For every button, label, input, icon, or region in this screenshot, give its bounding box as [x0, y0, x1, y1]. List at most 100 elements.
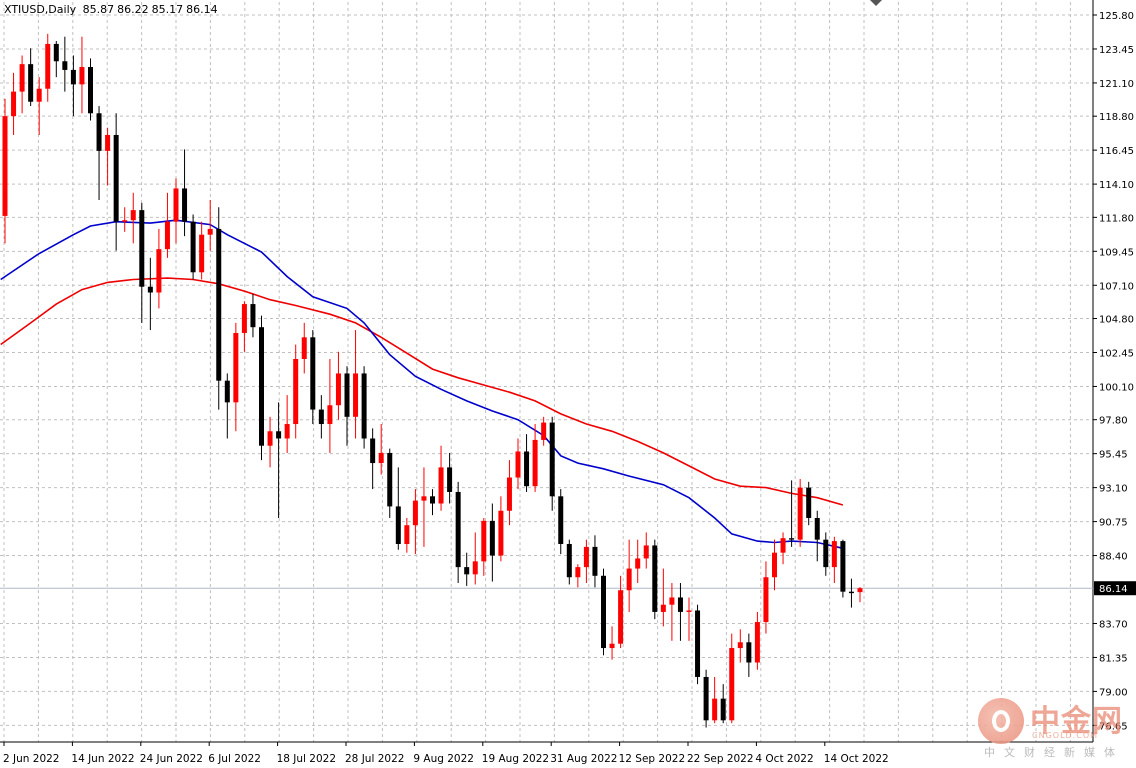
x-tick-label: 31 Aug 2022	[550, 753, 617, 765]
candle-bull	[267, 431, 273, 446]
candle-bull	[284, 424, 290, 439]
candle-bull	[233, 332, 239, 403]
current-price-label: 86.14	[1099, 584, 1128, 595]
y-tick-label: 90.75	[1099, 518, 1128, 529]
high-value: 86.22	[117, 3, 149, 16]
y-tick-label: 121.10	[1099, 79, 1134, 90]
candle-bull	[618, 590, 624, 644]
candle-bull	[763, 577, 769, 623]
x-tick-label: 12 Sep 2022	[619, 753, 686, 765]
candle-bull	[857, 588, 863, 593]
y-tick-label: 118.80	[1099, 112, 1134, 123]
y-tick-label: 114.10	[1099, 180, 1134, 191]
candle-bear	[848, 591, 854, 594]
candle-bull	[353, 373, 359, 417]
candle-bull	[293, 358, 299, 425]
candle-bear	[53, 43, 59, 62]
candle-bull	[241, 304, 247, 333]
candle-bear	[216, 228, 222, 381]
x-tick-label: 24 Jun 2022	[140, 753, 203, 765]
candle-bear	[276, 431, 282, 439]
y-tick-label: 76.65	[1099, 721, 1128, 732]
candle-bear	[823, 539, 829, 568]
candle-bull	[481, 520, 487, 562]
candle-bear	[318, 409, 324, 425]
candle-bull	[164, 221, 170, 250]
candle-bear	[430, 496, 435, 504]
candle-bull	[404, 525, 410, 544]
y-tick-label: 104.80	[1099, 315, 1134, 326]
candle-bull	[79, 67, 85, 85]
candle-bear	[524, 451, 530, 487]
candle-bull	[772, 552, 777, 578]
y-tick-label: 81.35	[1099, 653, 1128, 664]
candle-bull	[105, 134, 111, 151]
x-tick-label: 4 Oct 2022	[755, 753, 813, 765]
y-tick-label: 123.45	[1099, 45, 1134, 56]
candle-bear	[395, 506, 401, 544]
candle-bear	[62, 61, 68, 70]
candle-bear	[182, 188, 188, 222]
candle-bear	[259, 327, 264, 446]
candle-bull	[754, 622, 760, 663]
candle-bull	[421, 496, 427, 501]
close-value: 86.14	[186, 3, 218, 16]
candle-bear	[840, 541, 846, 592]
candle-bear	[652, 545, 658, 612]
candle-bull	[635, 558, 641, 569]
y-tick-label: 79.00	[1099, 687, 1128, 698]
moving-average-slow	[0, 277, 844, 506]
candle-bear	[147, 286, 153, 293]
candle-bull	[301, 337, 307, 359]
y-tick-label: 93.10	[1099, 484, 1128, 495]
y-tick-label: 83.70	[1099, 619, 1128, 630]
candle-bull	[2, 116, 8, 216]
candle-bear	[601, 575, 606, 649]
candle-bull	[532, 439, 538, 487]
candle-bull	[498, 510, 504, 556]
candle-bear	[224, 380, 230, 403]
candle-bear	[361, 373, 367, 439]
candle-bear	[592, 546, 598, 576]
y-tick-label: 95.45	[1099, 450, 1128, 461]
candle-bear	[703, 676, 709, 721]
candle-bull	[626, 568, 632, 591]
candle-bull	[737, 642, 743, 649]
candle-bear	[370, 438, 376, 464]
candle-bull	[831, 541, 837, 568]
x-tick-label: 28 Jul 2022	[345, 753, 404, 765]
candle-bull	[472, 561, 478, 575]
candle-bear	[695, 610, 701, 677]
candle-bull	[712, 698, 718, 721]
watermark-name: 中金网	[1030, 704, 1123, 739]
candle-bear	[677, 597, 683, 612]
y-tick-label: 97.80	[1099, 416, 1128, 427]
candle-bear	[464, 567, 470, 575]
watermark-logo-icon	[978, 698, 1024, 744]
candle-bear	[96, 113, 102, 151]
candle-bull	[45, 43, 51, 89]
candle-bear	[447, 467, 453, 492]
candle-bull	[643, 545, 649, 559]
candle-bull	[609, 643, 615, 649]
candle-bull	[11, 91, 17, 117]
candle-bull	[660, 604, 666, 612]
x-tick-label: 14 Jun 2022	[71, 753, 134, 765]
shift-marker-icon[interactable]	[870, 0, 882, 6]
candle-bull	[506, 477, 512, 511]
chart-header: XTIUSD,Daily 85.87 86.22 85.17 86.14	[4, 3, 221, 16]
candle-bull	[173, 188, 179, 222]
candle-bear	[549, 422, 555, 497]
symbol-label: XTIUSD,Daily	[4, 3, 77, 16]
candle-bear	[88, 67, 93, 114]
x-tick-label: 6 Jul 2022	[208, 753, 261, 765]
candle-bull	[686, 610, 692, 612]
candle-bull	[412, 500, 418, 526]
candle-bull	[199, 234, 205, 273]
candle-bull	[156, 249, 162, 293]
candle-bear	[190, 221, 196, 273]
y-tick-label: 102.45	[1099, 348, 1134, 359]
x-tick-label: 19 Aug 2022	[482, 753, 549, 765]
